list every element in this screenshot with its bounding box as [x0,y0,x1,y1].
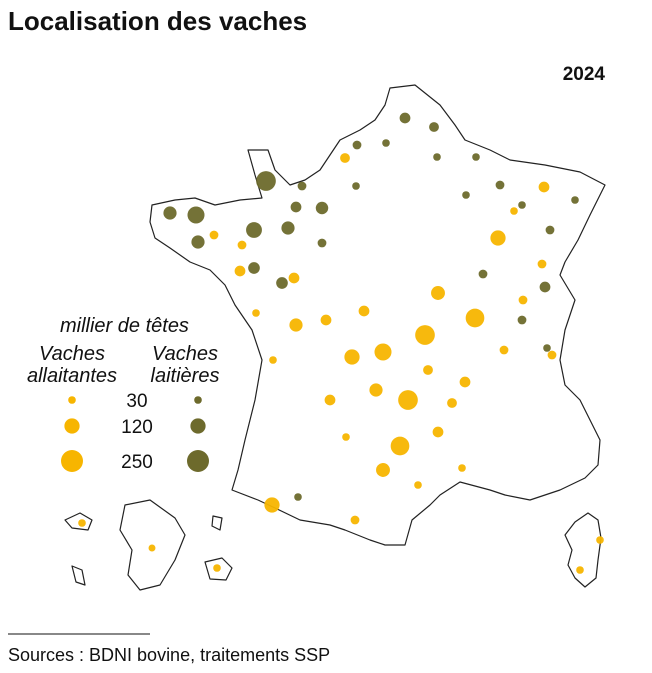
bubbles [78,112,604,574]
bubble-allaitantes [344,349,360,365]
bubble-allaitantes [490,230,506,246]
bubble-allaitantes [342,433,350,441]
bubble-laitieres [294,493,302,501]
legend-bubble-laitieres [190,418,206,434]
bubble-laitieres [187,206,205,224]
france-mainland [149,84,606,546]
title: Localisation des vaches [8,6,307,36]
bubble-laitieres [433,153,441,161]
bubble-allaitantes [320,314,332,326]
bubble-laitieres [545,225,555,235]
map-outlines [64,84,606,591]
year: 2024 [563,64,606,85]
bubble-allaitantes [289,318,303,332]
bubble-allaitantes [414,481,422,489]
bubble-laitieres [539,281,551,293]
bubble-allaitantes [324,394,336,406]
bubble-laitieres [571,196,579,204]
bubble-allaitantes [447,398,457,408]
bubble-allaitantes [458,464,466,472]
bubble-laitieres [472,153,480,161]
legend-bubble-allaitantes [68,396,76,404]
bubble-laitieres [281,221,295,235]
bubble-allaitantes [459,376,471,388]
legend: millier de têtes VachesallaitantesVaches… [27,315,219,473]
bubble-allaitantes [237,240,247,250]
bubble-laitieres [276,277,288,289]
bubble-allaitantes [431,286,445,300]
bubble-laitieres [462,191,470,199]
bubble-laitieres [315,201,329,215]
bubble-allaitantes [510,207,518,215]
bubble-laitieres [517,315,527,325]
legend-value: 120 [121,417,153,438]
bubble-laitieres [352,182,360,190]
bubble-allaitantes [374,343,392,361]
bubble-allaitantes [78,519,86,527]
legend-group-label: Vaches [39,343,105,365]
legend-group-label: laitières [151,365,220,387]
bubble-allaitantes [213,564,221,572]
bubble-laitieres [246,222,262,238]
legend-bubble-allaitantes [64,418,80,434]
bubble-allaitantes [264,497,280,513]
legend-bubble-laitieres [187,450,209,472]
bubble-allaitantes [234,265,246,277]
bubble-allaitantes [252,309,260,317]
bubble-laitieres [248,262,260,274]
bubble-allaitantes [537,259,547,269]
bubble-laitieres [429,122,439,132]
bubble-allaitantes [415,325,435,345]
legend-title: millier de têtes [60,315,189,337]
bubble-allaitantes [518,295,528,305]
bubble-allaitantes [423,365,433,375]
mayotte [211,515,223,531]
bubble-allaitantes [350,515,360,525]
bubble-laitieres [352,140,362,150]
bubble-allaitantes [398,390,418,410]
bubble-allaitantes [499,345,509,355]
martinique [71,565,86,586]
bubble-allaitantes [465,308,485,328]
bubble-allaitantes [209,230,219,240]
bubble-allaitantes [369,383,383,397]
bubble-laitieres [543,344,551,352]
bubble-allaitantes [148,544,156,552]
bubble-laitieres [297,181,307,191]
bubble-allaitantes [538,181,550,193]
legend-value: 250 [121,452,153,473]
bubble-allaitantes [576,566,584,574]
bubble-allaitantes [269,356,277,364]
bubble-laitieres [256,171,276,191]
legend-value: 30 [126,391,147,412]
legend-bubble-allaitantes [61,450,83,472]
bubble-laitieres [518,201,526,209]
bubble-laitieres [191,235,205,249]
bubble-laitieres [478,269,488,279]
bubble-laitieres [317,238,327,248]
legend-group-label: allaitantes [27,365,117,387]
bubble-allaitantes [376,463,390,477]
bubble-allaitantes [432,426,444,438]
bubble-allaitantes [288,272,300,284]
legend-bubble-laitieres [194,396,202,404]
corse [564,512,602,588]
bubble-laitieres [163,206,177,220]
bubble-laitieres [495,180,505,190]
bubble-laitieres [382,139,390,147]
bubble-laitieres [290,201,302,213]
bubble-allaitantes [340,153,350,163]
bubble-allaitantes [596,536,604,544]
source: Sources : BDNI bovine, traitements SSP [8,645,330,665]
bubble-laitieres [399,112,411,124]
legend-group-label: Vaches [152,343,218,365]
bubble-allaitantes [390,436,410,456]
bubble-allaitantes [358,305,370,317]
bubble-allaitantes [547,350,557,360]
